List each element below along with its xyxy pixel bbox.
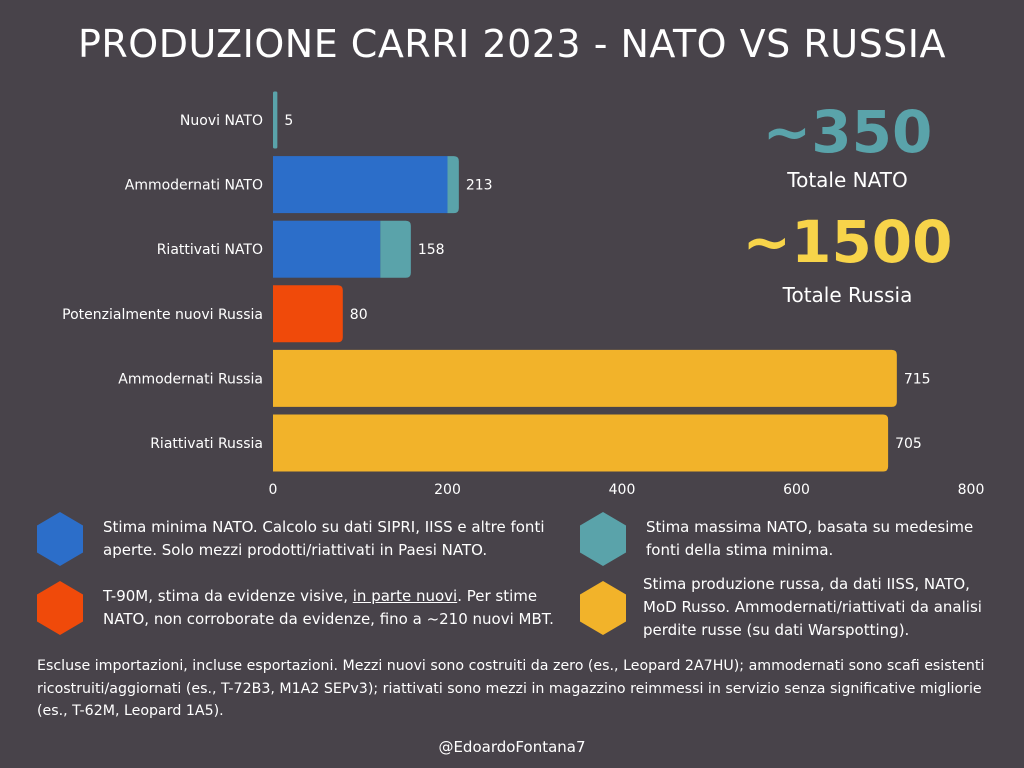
x-tick-label: 200	[434, 482, 461, 498]
x-tick-label: 600	[783, 482, 810, 498]
category-label: Nuovi NATO	[180, 113, 263, 129]
bar-segment	[273, 285, 343, 343]
bar-segment	[447, 156, 459, 214]
legend-text-russia: Stima produzione russa, da dati IISS, NA…	[643, 575, 982, 639]
legend-hex-nato-max	[580, 512, 626, 566]
legend-text-part2: . Per stime NATO, non corroborate da evi…	[103, 587, 554, 628]
x-tick-label: 0	[269, 482, 278, 498]
bar-segment	[380, 220, 411, 278]
x-tick-label: 400	[609, 482, 636, 498]
bar-segment	[273, 220, 381, 278]
bar-segment	[273, 91, 278, 149]
data-label: 705	[895, 436, 922, 452]
legend-text-russia-partial-new: T-90M, stima da evidenze visive, in part…	[103, 585, 578, 631]
legend-hex-nato-min	[37, 512, 83, 566]
x-tick-label: 800	[958, 482, 985, 498]
category-label: Potenzialmente nuovi Russia	[62, 307, 263, 323]
chart-title: PRODUZIONE CARRI 2023 - NATO VS RUSSIA	[77, 22, 947, 66]
data-label: 158	[418, 242, 445, 258]
legend-text-nato-max: Stima massima NATO, basata su medesime f…	[646, 518, 974, 559]
data-label: 80	[350, 307, 368, 323]
bar-segment	[273, 156, 448, 214]
legend-hex-russia	[580, 581, 626, 635]
author-credit: @EdoardoFontana7	[438, 738, 586, 756]
legend-text-underlined: in parte nuovi	[352, 587, 458, 605]
category-label: Ammodernati NATO	[125, 178, 263, 194]
bar-segment	[273, 414, 889, 472]
legend-text-part1: T-90M, stima da evidenze visive,	[103, 587, 353, 605]
legend-hex-russia-partial-new	[37, 581, 83, 635]
data-label: 213	[466, 178, 493, 194]
category-label: Ammodernati Russia	[118, 371, 263, 387]
total-russia-value: ~1500	[742, 208, 953, 276]
data-label: 5	[284, 113, 293, 129]
data-label: 715	[904, 371, 931, 387]
category-label: Riattivati NATO	[157, 242, 263, 258]
footnote: Escluse importazioni, incluse esportazio…	[37, 658, 985, 719]
total-nato-value: ~350	[762, 98, 933, 166]
category-label: Riattivati Russia	[150, 436, 263, 452]
legend-text-nato-min: Stima minima NATO. Calcolo su dati SIPRI…	[103, 518, 545, 559]
bar-segment	[273, 349, 897, 407]
total-russia-label: Totale Russia	[782, 283, 913, 307]
total-nato-label: Totale NATO	[787, 168, 908, 192]
bar-chart: Nuovi NATO 5 Ammodernati NATO 213 Riattivati…	[62, 91, 985, 498]
